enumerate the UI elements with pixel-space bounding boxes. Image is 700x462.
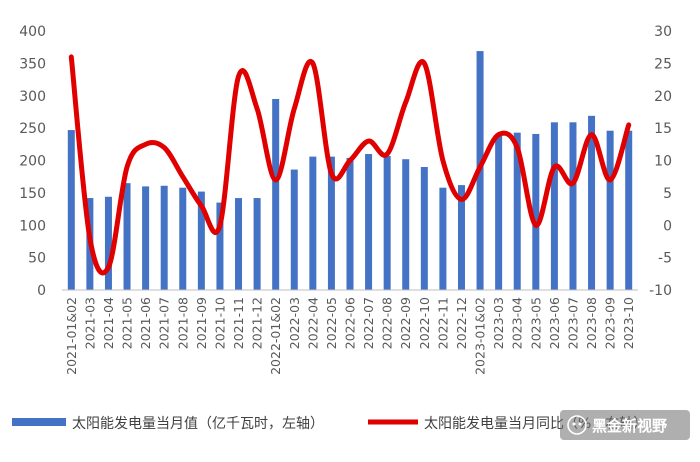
x-tick-label: 2021-05 (120, 297, 135, 349)
bar-2022-05 (327, 156, 335, 290)
x-tick-label: 2022-01&02 (268, 297, 283, 375)
x-tick-label: 2021-08 (175, 297, 190, 349)
bar-2022-12 (457, 185, 465, 290)
bar-2022-01&02 (272, 98, 280, 291)
line-series (68, 54, 632, 276)
watermark-text: 黑金新视野 (592, 417, 667, 435)
bar-2021-01&02 (67, 130, 75, 290)
x-tick-label: 2021-11 (231, 297, 246, 349)
bar-2021-07 (160, 185, 168, 290)
bar-2022-09 (402, 159, 410, 290)
x-tick-label: 2022-11 (435, 297, 450, 349)
legend-bar-swatch (12, 418, 66, 426)
x-tick-label: 2021-03 (82, 297, 97, 349)
legend-bar-label: 太阳能发电量当月值（亿千瓦时，左轴） (72, 416, 324, 432)
right-tick-label: 0 (663, 218, 672, 234)
x-tick-label: 2023-09 (603, 297, 618, 349)
right-tick-label: 25 (654, 56, 672, 72)
x-tick-label: 2023-01&02 (473, 297, 488, 375)
right-tick-label: 10 (654, 154, 672, 170)
bar-2022-03 (290, 169, 298, 290)
x-tick-label: 2022-12 (454, 297, 469, 349)
left-tick-label: 350 (19, 56, 46, 72)
x-tick-label: 2022-09 (398, 297, 413, 349)
left-tick-label: 300 (19, 89, 46, 105)
legend: 太阳能发电量当月值（亿千瓦时，左轴） 太阳能发电量当月同比（%，右轴） (12, 416, 647, 432)
left-tick-label: 400 (19, 24, 46, 40)
bar-2021-10 (216, 202, 224, 290)
bar-2022-06 (346, 157, 354, 290)
x-tick-label: 2021-12 (250, 297, 265, 349)
left-tick-label: 50 (28, 251, 46, 267)
bar-series (67, 51, 633, 291)
right-tick-label: -5 (658, 251, 672, 267)
left-axis: 0 50 100 150 200 250 300 350 400 (19, 24, 46, 299)
bar-2021-04 (104, 196, 112, 290)
x-tick-label: 2021-01&02 (64, 297, 79, 375)
bar-2023-06 (550, 122, 558, 290)
wechat-icon-dot-right (578, 422, 582, 426)
x-tick-label: 2021-04 (101, 297, 116, 349)
right-tick-label: -10 (649, 283, 672, 299)
x-tick-label: 2023-06 (547, 297, 562, 349)
bar-2023-03 (495, 134, 503, 290)
left-tick-label: 200 (19, 154, 46, 170)
x-tick-label: 2022-07 (361, 297, 376, 349)
x-tick-label: 2023-10 (621, 297, 636, 349)
x-tick-label: 2022-05 (324, 297, 339, 349)
left-tick-label: 250 (19, 121, 46, 137)
bar-2022-08 (383, 155, 391, 290)
bar-2023-04 (513, 132, 521, 290)
right-tick-label: 20 (654, 89, 672, 105)
bar-2022-07 (365, 154, 373, 290)
left-tick-label: 0 (37, 283, 46, 299)
right-tick-label: 5 (663, 186, 672, 202)
bar-2021-05 (123, 183, 131, 290)
x-tick-label: 2022-08 (380, 297, 395, 349)
right-tick-label: 30 (654, 24, 672, 40)
bar-2021-11 (235, 198, 243, 290)
bar-2021-08 (179, 187, 187, 290)
x-tick-label: 2021-06 (138, 297, 153, 349)
bar-2022-11 (439, 187, 447, 290)
bar-2021-09 (197, 191, 205, 290)
bar-2021-06 (142, 186, 150, 290)
right-axis: -10 -5 0 5 10 15 20 25 30 (649, 24, 672, 299)
x-tick-label: 2023-07 (565, 297, 580, 349)
bar-2022-10 (420, 166, 428, 290)
x-tick-label: 2023-04 (510, 297, 525, 349)
right-tick-label: 15 (654, 121, 672, 137)
x-tick-label: 2021-09 (194, 297, 209, 349)
left-tick-label: 150 (19, 186, 46, 202)
x-tick-label: 2023-05 (528, 297, 543, 349)
x-tick-label: 2021-07 (157, 297, 172, 349)
bar-2021-12 (253, 198, 261, 290)
bar-2023-05 (532, 133, 540, 290)
x-tick-label: 2022-06 (343, 297, 358, 349)
wechat-icon (567, 415, 587, 435)
x-tick-label: 2023-08 (584, 297, 599, 349)
x-tick-label: 2022-03 (287, 297, 302, 349)
bar-2023-08 (588, 115, 596, 290)
x-axis: 2021-01&02 2021-03 2021-04 2021-05 2021-06 20… (64, 297, 636, 375)
x-tick-label: 2022-04 (305, 297, 320, 349)
bar-2023-10 (625, 130, 633, 290)
x-tick-label: 2023-03 (491, 297, 506, 349)
bar-2022-04 (309, 156, 317, 290)
watermark-backdrop (560, 410, 690, 440)
bar-2023-07 (569, 122, 577, 290)
bar-2023-09 (606, 130, 614, 290)
watermark: 黑金新视野 (560, 410, 690, 440)
left-tick-label: 100 (19, 218, 46, 234)
x-tick-label: 2022-10 (417, 297, 432, 349)
x-tick-label: 2021-10 (212, 297, 227, 349)
wechat-icon-dot-left (572, 422, 576, 426)
